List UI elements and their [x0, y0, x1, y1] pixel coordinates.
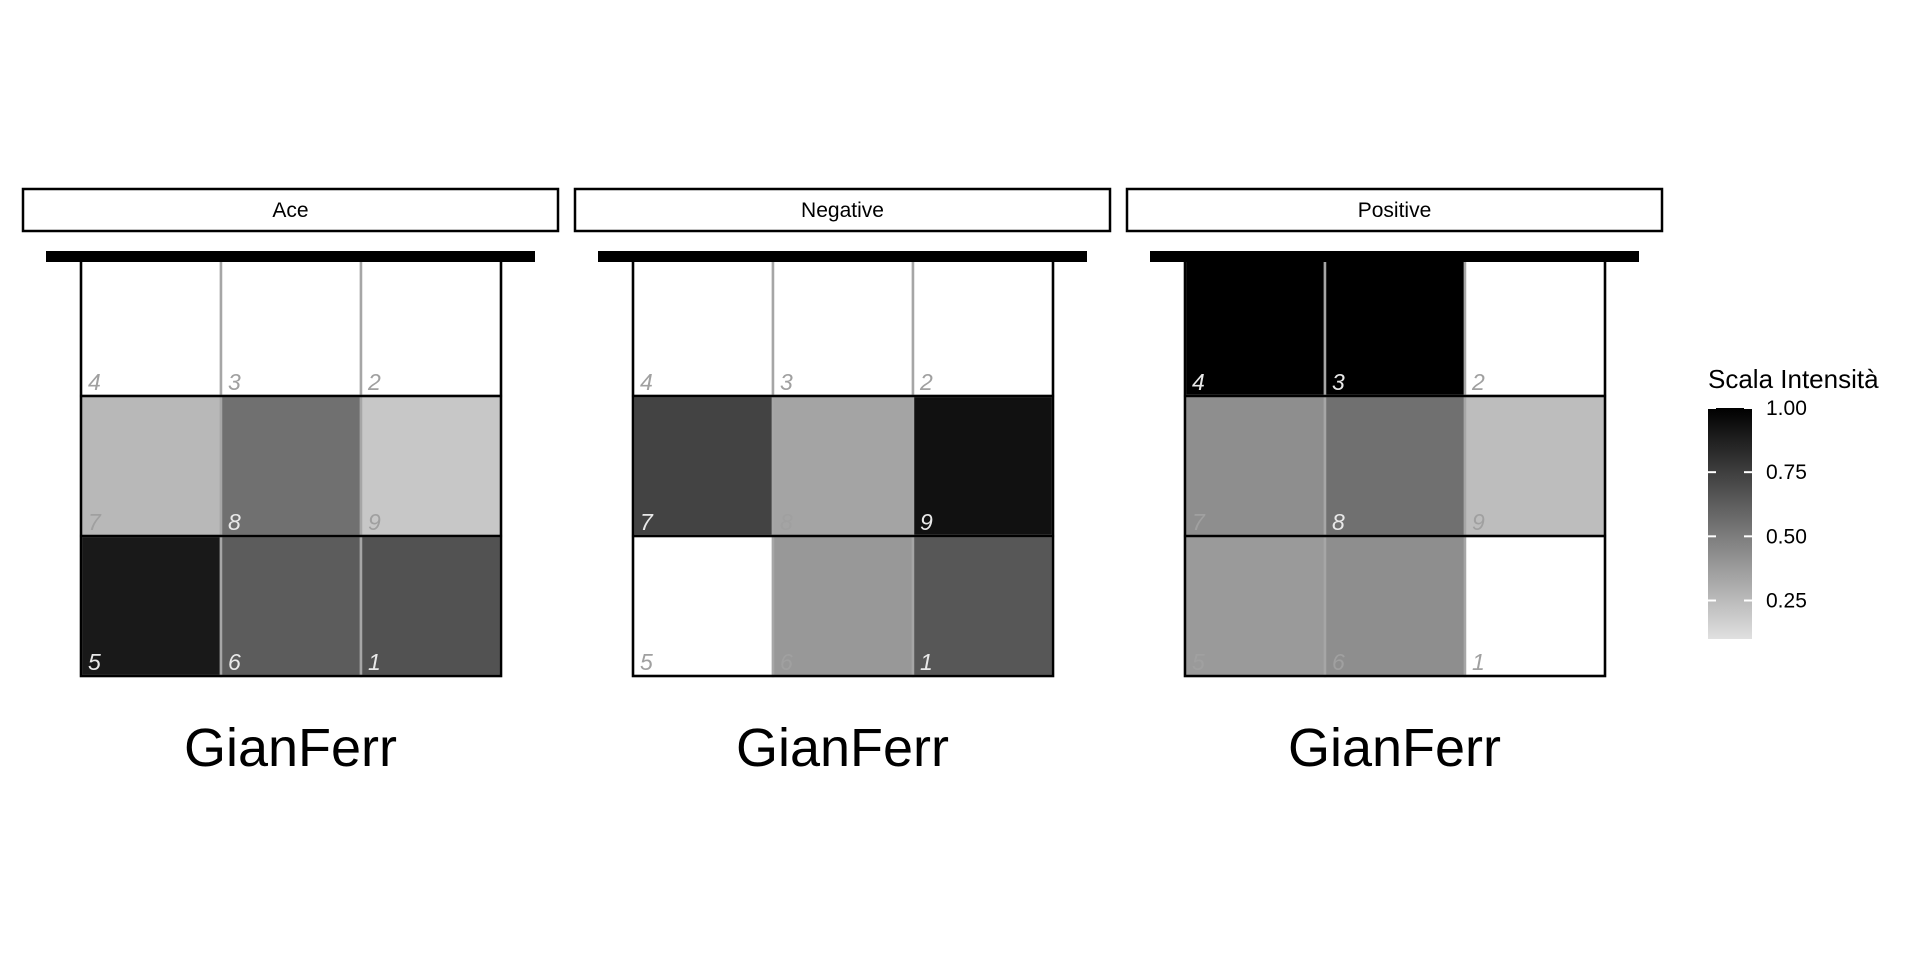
zone-label: 2: [1471, 369, 1485, 395]
facet-strip-label: Negative: [801, 199, 884, 222]
zone-label: 5: [1192, 649, 1205, 675]
heatmap-cell-zone-8: [219, 394, 363, 538]
heatmap-cell-zone-3: [771, 254, 915, 398]
zone-label: 6: [228, 649, 241, 675]
heatmap-cell-zone-4: [1183, 254, 1327, 398]
zone-label: 6: [1332, 649, 1345, 675]
facet-strip: [573, 187, 1112, 233]
heatmap-cell-zone-3: [219, 254, 363, 398]
zone-label: 4: [640, 369, 653, 395]
heatmap-cell-zone-9: [1463, 394, 1607, 538]
facet-strip-label: Positive: [1358, 199, 1432, 222]
heatmap-cell-zone-3: [1323, 254, 1467, 398]
zone-label: 4: [1192, 369, 1205, 395]
heatmap-cell-zone-5: [79, 534, 223, 678]
zone-label: 7: [640, 509, 654, 535]
legend-tick-label: 0.25: [1766, 590, 1807, 613]
facet-strip: [21, 187, 560, 233]
facet-strip: [1125, 187, 1664, 233]
panel-caption: GianFerr: [1288, 718, 1501, 778]
legend-tick-label: 0.50: [1766, 525, 1807, 548]
zone-label: 2: [919, 369, 933, 395]
heatmap-cell-zone-2: [911, 254, 1055, 398]
zone-label: 9: [920, 509, 933, 535]
zone-label: 2: [367, 369, 381, 395]
net-bar: [46, 251, 535, 262]
legend-tick-label: 1.00: [1766, 397, 1807, 420]
heatmap-cell-zone-2: [359, 254, 503, 398]
heatmap-cell-zone-1: [359, 534, 503, 678]
zone-label: 3: [780, 369, 793, 395]
heatmap-cell-zone-4: [79, 254, 223, 398]
heatmap-cell-zone-9: [359, 394, 503, 538]
heatmap-cell-zone-6: [771, 534, 915, 678]
zone-label: 8: [1332, 509, 1345, 535]
zone-label: 1: [1472, 649, 1485, 675]
heatmap-cell-zone-7: [79, 394, 223, 538]
panel-caption: GianFerr: [736, 718, 949, 778]
heatmap-cell-zone-5: [1183, 534, 1327, 678]
heatmap-cell-zone-9: [911, 394, 1055, 538]
zone-label: 3: [228, 369, 241, 395]
zone-label: 8: [780, 509, 793, 535]
heatmap-cell-zone-1: [911, 534, 1055, 678]
panel-negative: Negative 4 3 2 7 8 9 5 6 1 GianFerr: [573, 187, 1112, 778]
panels-group: Ace 4 3 2 7 8 9 5 6 1 GianFerr Negative 4 3 2 7 8 9 5 6 1 Gia…: [21, 187, 1664, 778]
heatmap-cell-zone-6: [1323, 534, 1467, 678]
heatmap-cell-zone-6: [219, 534, 363, 678]
net-bar: [1150, 251, 1639, 262]
legend: Scala Intensità 1.00 0.75 0.50 0.25: [1708, 364, 1879, 639]
heatmap-cell-zone-4: [631, 254, 775, 398]
zone-label: 9: [1472, 509, 1485, 535]
zone-label: 5: [88, 649, 101, 675]
zone-label: 8: [228, 509, 241, 535]
zone-label: 7: [1192, 509, 1206, 535]
zone-label: 1: [920, 649, 933, 675]
facet-strip-label: Ace: [272, 199, 308, 222]
zone-label: 1: [368, 649, 381, 675]
zone-label: 9: [368, 509, 381, 535]
panel-positive: Positive 4 3 2 7 8 9 5 6 1 GianFerr: [1125, 187, 1664, 778]
zone-label: 3: [1332, 369, 1345, 395]
heatmap-cell-zone-8: [771, 394, 915, 538]
heatmap-cell-zone-7: [631, 394, 775, 538]
heatmap-cell-zone-5: [631, 534, 775, 678]
panel-ace: Ace 4 3 2 7 8 9 5 6 1 GianFerr: [21, 187, 560, 778]
legend-title: Scala Intensità: [1708, 364, 1879, 394]
legend-colorbar: [1708, 408, 1752, 639]
net-bar: [598, 251, 1087, 262]
zone-label: 5: [640, 649, 653, 675]
zone-label: 7: [88, 509, 102, 535]
heatmap-cell-zone-2: [1463, 254, 1607, 398]
legend-tick-label: 0.75: [1766, 461, 1807, 484]
heatmap-cell-zone-8: [1323, 394, 1467, 538]
panel-caption: GianFerr: [184, 718, 397, 778]
heatmap-cell-zone-1: [1463, 534, 1607, 678]
zone-label: 4: [88, 369, 101, 395]
heatmap-cell-zone-7: [1183, 394, 1327, 538]
zone-label: 6: [780, 649, 793, 675]
